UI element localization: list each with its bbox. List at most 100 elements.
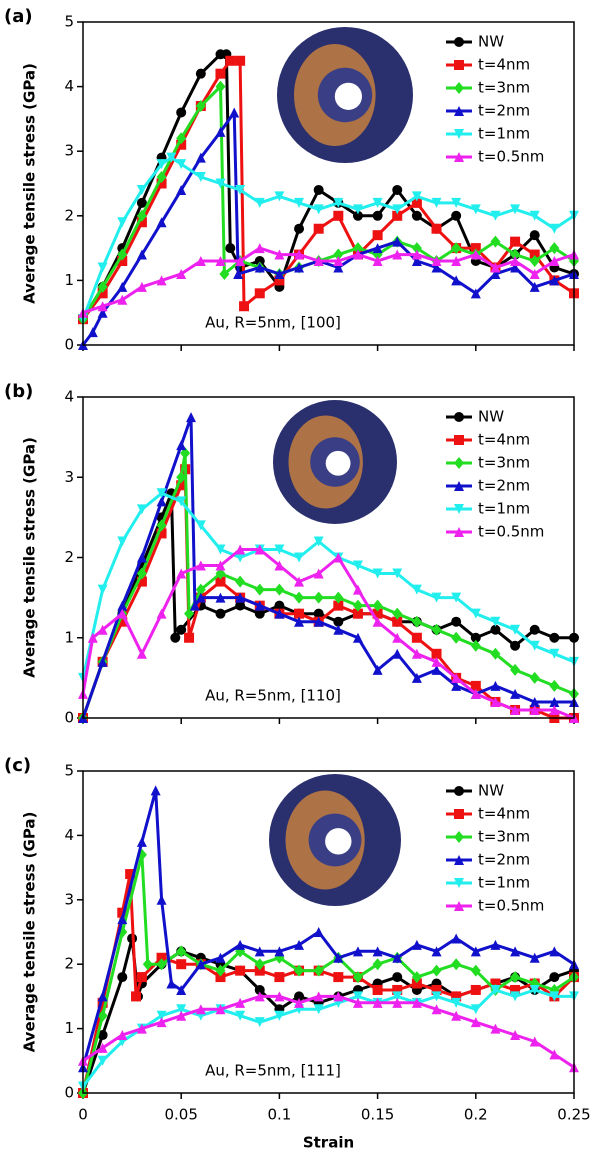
legend-label: t=3nm — [478, 828, 530, 846]
marker — [195, 583, 206, 596]
marker — [166, 152, 177, 163]
marker — [313, 536, 324, 547]
marker — [117, 217, 128, 228]
marker — [372, 608, 383, 619]
panel-label: (c) — [4, 755, 31, 776]
marker — [510, 946, 521, 957]
series-line — [81, 788, 575, 1068]
legend-marker — [454, 831, 464, 843]
marker — [529, 249, 540, 260]
inset-image — [325, 450, 351, 476]
marker — [313, 204, 324, 215]
marker — [184, 632, 195, 643]
marker — [313, 616, 324, 627]
legend-label: t=4nm — [478, 431, 530, 449]
marker — [549, 946, 560, 957]
marker — [333, 552, 344, 563]
marker — [392, 616, 403, 627]
marker — [510, 204, 521, 215]
marker — [156, 178, 167, 189]
marker — [235, 55, 246, 66]
marker — [294, 591, 305, 604]
marker — [372, 256, 383, 267]
marker — [235, 1010, 246, 1021]
marker — [195, 959, 206, 970]
marker — [411, 939, 422, 950]
marker — [549, 648, 560, 659]
marker — [313, 1004, 324, 1015]
marker — [176, 568, 187, 579]
marker — [176, 471, 187, 484]
marker — [274, 608, 285, 619]
marker — [156, 1010, 167, 1021]
marker — [219, 267, 230, 280]
marker — [136, 209, 147, 222]
marker — [97, 656, 108, 667]
marker — [254, 991, 265, 1002]
marker — [313, 591, 324, 604]
marker — [195, 592, 206, 603]
marker — [392, 648, 403, 659]
marker — [411, 249, 422, 260]
legend-label: t=3nm — [478, 454, 530, 472]
marker — [235, 997, 246, 1008]
marker — [156, 496, 167, 507]
marker — [431, 1004, 442, 1015]
marker — [490, 696, 501, 707]
marker — [411, 210, 422, 221]
marker — [176, 268, 187, 279]
y-tick-label: 2 — [64, 206, 74, 224]
marker — [225, 243, 236, 254]
marker — [184, 607, 195, 620]
marker — [254, 965, 265, 976]
marker — [510, 262, 521, 273]
x-tick-label: 0.1 — [267, 1106, 291, 1124]
marker — [215, 608, 226, 619]
marker — [313, 927, 324, 937]
marker — [352, 946, 363, 957]
marker — [451, 197, 462, 208]
marker — [372, 958, 383, 971]
marker — [294, 249, 305, 260]
y-axis-label: Average tensile stress (GPa) — [21, 812, 39, 1053]
marker — [431, 648, 442, 659]
marker — [117, 256, 128, 267]
marker — [451, 680, 462, 691]
marker — [392, 184, 403, 195]
series-line — [82, 246, 575, 315]
marker — [225, 55, 236, 66]
marker — [333, 952, 344, 963]
marker — [431, 197, 442, 208]
y-tick-label: 2 — [64, 548, 74, 566]
marker — [156, 275, 167, 286]
marker — [176, 496, 187, 507]
marker — [392, 249, 403, 260]
marker — [97, 1030, 108, 1041]
marker — [549, 972, 560, 983]
marker — [411, 648, 422, 659]
marker — [136, 567, 147, 580]
marker — [274, 1010, 285, 1021]
marker — [136, 249, 147, 260]
marker — [372, 230, 383, 241]
marker — [97, 991, 108, 1002]
marker — [176, 1010, 187, 1021]
marker — [431, 592, 442, 603]
marker — [510, 663, 521, 676]
marker — [176, 945, 187, 958]
marker — [411, 584, 422, 595]
marker — [195, 152, 206, 163]
legend-marker — [454, 37, 464, 47]
marker — [176, 107, 187, 118]
marker — [97, 301, 108, 312]
marker — [274, 600, 285, 611]
marker — [392, 607, 403, 620]
marker — [136, 197, 147, 208]
marker — [254, 583, 265, 596]
marker — [510, 236, 521, 247]
marker — [352, 242, 363, 255]
marker — [166, 978, 177, 989]
marker — [431, 964, 442, 977]
marker — [97, 262, 108, 273]
legend-marker — [454, 106, 464, 116]
